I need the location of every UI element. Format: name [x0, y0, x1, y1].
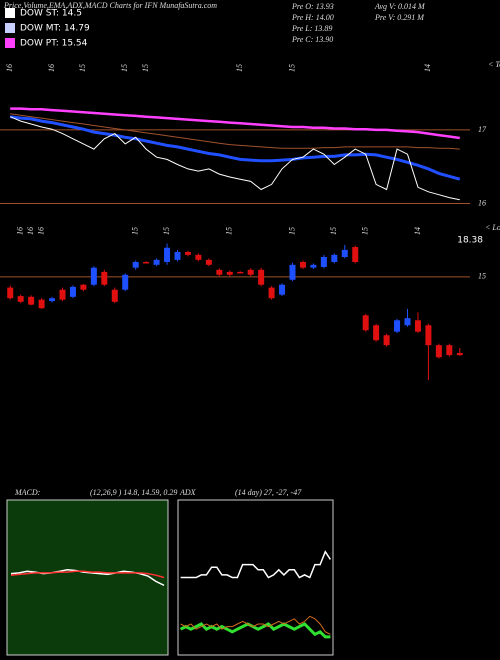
panel-subtitle: (12,26,9 ) 14.8, 14.59, 0.29: [90, 488, 177, 497]
panel-title: MACD:: [14, 488, 41, 497]
candle-body: [279, 284, 286, 295]
candle-body: [7, 287, 14, 299]
candle-body: [59, 289, 66, 300]
candle-body: [237, 271, 244, 274]
candle-body: [226, 271, 233, 275]
candle-body: [49, 298, 56, 302]
y-tick-label: 16: [478, 198, 486, 207]
x-tick-label: 16: [36, 227, 45, 235]
candle-body: [132, 261, 139, 268]
legend-label: DOW MT: 14.79: [20, 24, 90, 34]
candle-body: [383, 335, 390, 346]
candle-body: [258, 269, 265, 285]
candle-body: [414, 320, 421, 332]
legend-swatch: [5, 38, 15, 48]
legend-swatch: [5, 8, 15, 18]
candle-body: [310, 264, 317, 268]
candle-body: [101, 271, 108, 285]
x-tick-label: 15: [235, 64, 244, 72]
series-line: [10, 113, 460, 150]
x-tick-label: 15: [329, 227, 338, 235]
x-tick-label: 15: [78, 64, 87, 72]
x-tick-label: 15: [287, 227, 296, 235]
candle-body: [289, 264, 296, 280]
info-text: Pre O: 13.93: [291, 2, 334, 11]
candle-body: [404, 318, 411, 326]
legend-label: DOW PT: 15.54: [20, 39, 88, 49]
x-tick-label: 15: [287, 64, 296, 72]
candle-body: [320, 257, 327, 267]
candle-body: [38, 299, 45, 309]
candle-body: [184, 252, 191, 255]
panel-subtitle: (14 day) 27, -27, -47: [235, 488, 302, 497]
candle-body: [174, 252, 181, 260]
annotation: 18.38: [457, 236, 483, 246]
candle-body: [111, 289, 118, 302]
x-tick-label: 15: [225, 227, 234, 235]
candle-body: [164, 247, 171, 262]
info-text: Avg V: 0.014 M: [374, 2, 426, 11]
annotation: < Topa: [488, 60, 500, 69]
series-line: [10, 570, 165, 579]
candle-body: [205, 259, 212, 265]
info-text: Pre H: 14.00: [291, 13, 334, 22]
x-tick-label: 15: [361, 227, 370, 235]
series-line: [10, 116, 460, 201]
candle-body: [331, 254, 338, 262]
series-line: [180, 550, 332, 579]
candle-body: [446, 345, 453, 356]
candle-body: [352, 247, 359, 262]
candle-body: [90, 267, 97, 285]
candle-body: [122, 274, 129, 290]
info-text: Pre C: 13.90: [291, 35, 333, 44]
candle-body: [195, 254, 202, 260]
candle-body: [268, 287, 275, 299]
x-tick-label: 16: [26, 227, 35, 235]
series-line: [10, 115, 461, 181]
candle-body: [28, 296, 35, 305]
candle-body: [80, 284, 87, 290]
candle-body: [373, 325, 380, 341]
candle-body: [425, 325, 432, 346]
candle-body: [435, 345, 442, 358]
candle-body: [153, 259, 160, 265]
y-tick-label: 17: [478, 125, 487, 134]
x-tick-label: 14: [423, 64, 432, 72]
x-tick-label: 15: [162, 227, 171, 235]
candle-body: [216, 269, 223, 275]
x-tick-label: 15: [131, 227, 140, 235]
info-text: Pre V: 0.291 M: [374, 13, 425, 22]
x-tick-label: 14: [413, 227, 422, 235]
candle-body: [456, 353, 463, 356]
annotation: < Lowes: [485, 223, 500, 232]
info-text: Pre L: 13.89: [291, 24, 332, 33]
panel-title: ADX: [179, 488, 197, 497]
candle-body: [143, 261, 150, 264]
series-line: [180, 615, 331, 635]
candle-body: [362, 315, 369, 331]
panel-bg: [6, 499, 169, 656]
x-tick-label: 16: [47, 64, 56, 72]
candle-body: [394, 320, 401, 332]
x-tick-label: 16: [5, 64, 14, 72]
x-tick-label: 16: [16, 227, 25, 235]
candle-body: [341, 249, 348, 257]
x-tick-label: 15: [120, 64, 129, 72]
legend-label: DOW ST: 14.5: [20, 9, 82, 19]
y-tick-label: 15: [478, 272, 486, 281]
series-line: [10, 107, 460, 140]
x-tick-label: 15: [141, 64, 150, 72]
series-line: [179, 622, 331, 639]
candle-body: [247, 269, 254, 275]
candle-body: [299, 261, 306, 268]
candle-body: [17, 296, 24, 302]
candle-body: [69, 286, 76, 297]
page-title: Price,Volume,EMA,ADX,MACD Charts for IFN…: [3, 1, 217, 10]
legend-swatch: [5, 23, 15, 33]
